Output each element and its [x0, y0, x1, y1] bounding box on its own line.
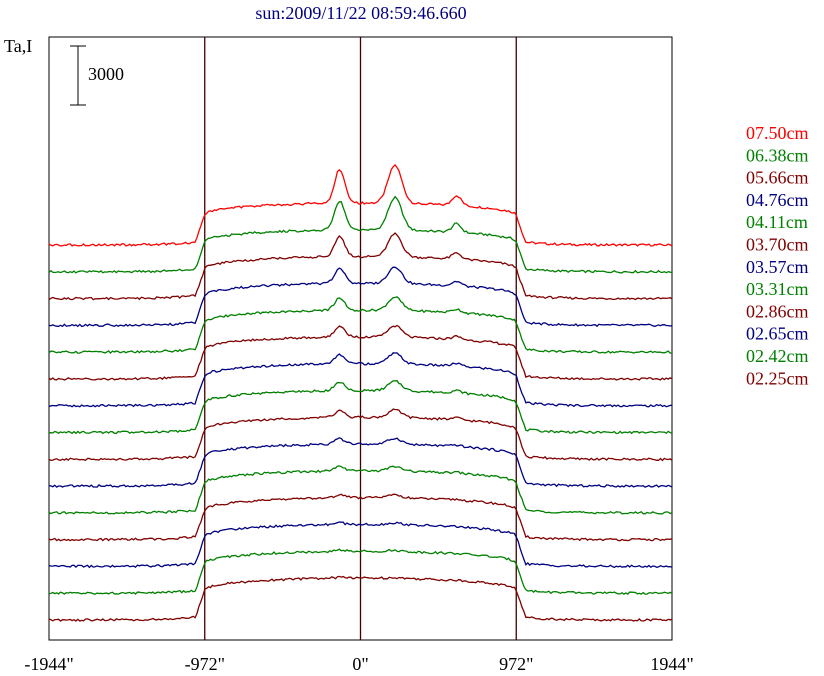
series-line — [48, 408, 673, 462]
series-line — [48, 548, 673, 596]
scale-bar: 3000 — [70, 45, 124, 106]
series-line — [48, 437, 673, 488]
legend-label: 02.86cm — [746, 301, 809, 321]
legend-label: 02.65cm — [746, 324, 809, 344]
series-line — [48, 296, 673, 355]
legend-label: 02.42cm — [746, 346, 809, 366]
legend-label: 06.38cm — [746, 145, 809, 165]
series-layer — [48, 164, 673, 622]
legend-label: 03.31cm — [746, 279, 809, 299]
x-tick-label: 1944" — [650, 654, 693, 674]
series-line — [48, 324, 673, 381]
series-line — [48, 164, 673, 247]
legend-label: 03.57cm — [746, 257, 809, 277]
series-line — [48, 232, 673, 301]
series-line — [48, 575, 673, 622]
legend-label: 02.25cm — [746, 368, 809, 388]
series-line — [48, 352, 673, 408]
x-tick-label: 0" — [352, 654, 368, 674]
x-tick-label: -972" — [185, 654, 225, 674]
series-line — [48, 521, 673, 569]
legend-label: 04.11cm — [746, 212, 808, 232]
x-tick-label: 972" — [499, 654, 533, 674]
legend-label: 07.50cm — [746, 123, 809, 143]
y-axis-label: Ta,I — [4, 36, 32, 56]
series-line — [48, 493, 673, 542]
series-line — [48, 266, 673, 328]
legend-label: 05.66cm — [746, 168, 809, 188]
series-line — [48, 380, 673, 435]
legend-label: 04.76cm — [746, 190, 809, 210]
x-tick-labels: -1944" -972" 0" 972" 1944" — [24, 654, 693, 674]
series-line — [48, 465, 673, 515]
series-line — [48, 195, 673, 274]
legend-label: 03.70cm — [746, 235, 809, 255]
scale-bar-label: 3000 — [88, 64, 124, 84]
x-tick-label: -1944" — [24, 654, 73, 674]
chart-title: sun:2009/11/22 08:59:46.660 — [255, 3, 466, 23]
